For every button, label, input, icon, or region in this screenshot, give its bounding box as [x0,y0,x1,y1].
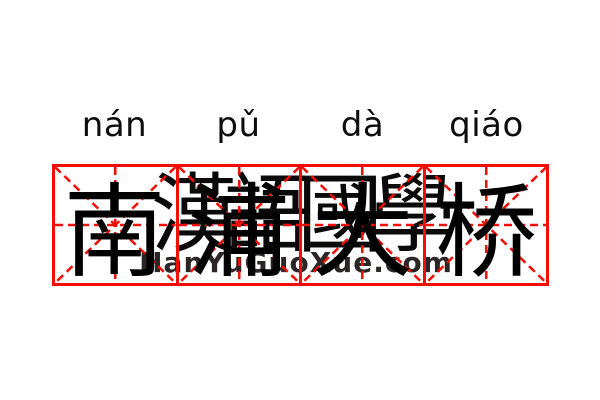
mi-grid-guides-icon [425,167,546,283]
hanzi-character-4: 桥 [435,178,538,291]
hanzi-character-1: 南 [63,178,166,291]
mi-grid-guides-icon [178,167,299,283]
pinyin-syllable-4: qiáo [449,105,524,145]
writing-grid-cell [55,167,179,283]
hanzi-character-2: 浦 [187,178,290,291]
writing-grid-cell [425,167,546,283]
pinyin-syllable-2: pǔ [216,105,261,145]
mi-grid-guides-icon [302,167,423,283]
writing-grid [52,164,549,286]
writing-grid-cell [302,167,426,283]
pinyin-syllable-3: dà [340,105,385,145]
pinyin-syllable-1: nán [81,105,148,145]
hanzi-character-3: 大 [311,178,414,291]
watermark-cjk-text: 漢語國學 [151,167,456,263]
writing-grid-cell [178,167,302,283]
mi-grid-guides-icon [55,167,176,283]
